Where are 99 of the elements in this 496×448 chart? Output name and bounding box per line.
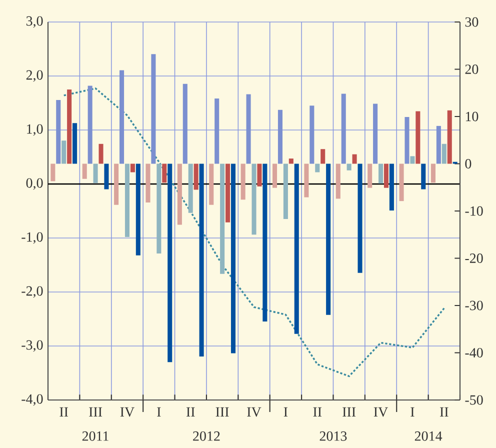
y-tick-label: 3,0 (26, 16, 43, 28)
x-tick-label: I (410, 407, 414, 417)
bar (346, 164, 352, 170)
bar (230, 164, 236, 354)
bar (252, 164, 256, 235)
y2-tick-label: 30 (465, 17, 478, 27)
bar (177, 164, 182, 225)
bar (98, 144, 104, 164)
bar (352, 154, 357, 164)
bar (72, 123, 78, 164)
y-tick-label: -3,0 (22, 340, 43, 352)
y2-tick-label: -40 (465, 348, 483, 358)
bar (220, 164, 225, 274)
x-tick-label: IV (247, 407, 262, 417)
y2-tick-label: -30 (465, 300, 483, 310)
bar (358, 164, 362, 273)
bar (294, 164, 299, 334)
bar (246, 94, 251, 164)
bar (283, 164, 288, 220)
bar (272, 164, 278, 188)
bar (326, 164, 331, 315)
line-series (62, 88, 446, 378)
x-tick-label: III (216, 407, 229, 417)
bar (56, 100, 61, 164)
bar (257, 164, 262, 186)
text: 2014 (414, 431, 442, 441)
y2-tick-label: 0 (465, 159, 472, 168)
x-tick-label: II (313, 407, 322, 417)
bar (368, 164, 372, 188)
bar (114, 164, 119, 205)
bar (278, 110, 282, 164)
bar (315, 164, 320, 172)
bar (304, 164, 309, 198)
y-tick-label: 1,0 (27, 124, 43, 136)
bar (240, 164, 246, 200)
x-tick-label: II (60, 407, 68, 417)
bar (436, 126, 441, 164)
bar (162, 164, 167, 183)
y-tick-label: 0,0 (26, 178, 43, 190)
text: 2013 (320, 431, 347, 441)
bar (124, 164, 130, 237)
bar (104, 164, 109, 190)
bar (373, 104, 378, 164)
x-tick-label: II (186, 407, 195, 417)
bar (421, 164, 426, 190)
bar (389, 164, 394, 211)
bar (136, 164, 140, 256)
bar (430, 164, 436, 183)
bar (130, 164, 135, 172)
bar (50, 164, 56, 182)
bar (188, 164, 193, 213)
bar (194, 164, 198, 190)
bar (410, 156, 415, 164)
x-tick-label: III (342, 407, 356, 417)
bar (378, 164, 384, 184)
bar (151, 54, 156, 164)
y-tick-label: -2,0 (22, 286, 43, 298)
x-tick-label: IV (374, 407, 388, 417)
y-tick-label: -1,0 (22, 232, 43, 244)
bar (93, 164, 98, 184)
text: 2011 (82, 431, 108, 441)
bar (214, 98, 220, 164)
x-tick-label: I (157, 407, 161, 417)
bar (310, 106, 314, 164)
bar (341, 94, 346, 164)
bar (88, 86, 92, 164)
bar (442, 144, 446, 164)
y2-tick-label: -50 (465, 395, 483, 405)
bar (416, 111, 420, 164)
bar (399, 164, 404, 202)
bar (226, 164, 230, 222)
bar (336, 164, 340, 199)
bar (209, 164, 214, 205)
bar (447, 110, 452, 164)
bar (262, 164, 268, 322)
y-tick-label: 2,0 (26, 70, 43, 82)
bar (182, 84, 188, 164)
text: 2012 (193, 431, 220, 441)
bar (62, 140, 66, 164)
bar (168, 164, 172, 362)
y-tick-label: -4,0 (22, 394, 43, 406)
x-tick-label: III (89, 407, 102, 417)
y2-tick-label: 10 (466, 112, 478, 122)
x-tick-label: I (284, 407, 288, 417)
bar (199, 164, 204, 357)
x-tick-label: II (440, 407, 448, 417)
y2-tick-label: 20 (465, 64, 478, 74)
bar (384, 164, 389, 188)
bar (404, 116, 410, 164)
y2-tick-label: -10 (465, 206, 483, 216)
bar (320, 149, 326, 164)
bar (146, 164, 150, 202)
y2-tick-label: -20 (465, 254, 483, 263)
bar (67, 90, 72, 164)
bar (288, 158, 294, 164)
x-tick-label: IV (120, 407, 134, 417)
bar (156, 164, 162, 254)
bar (120, 70, 124, 164)
bar (82, 164, 87, 179)
